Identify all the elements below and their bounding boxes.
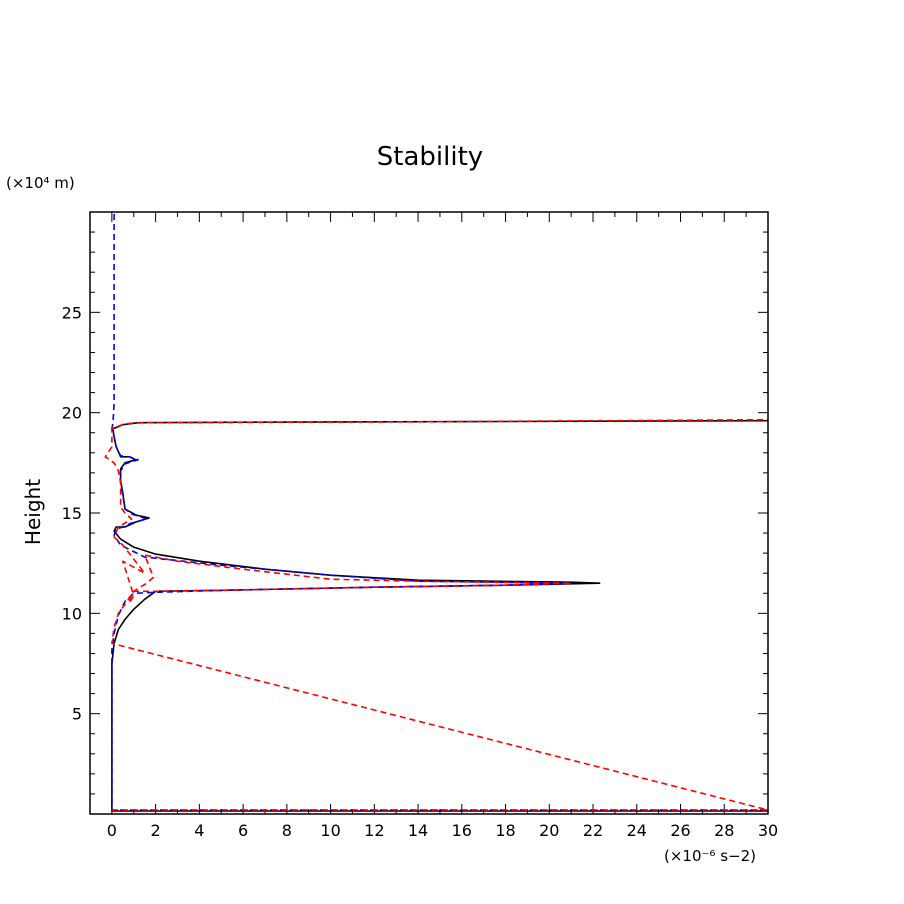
x-tick-label: 12 (364, 821, 384, 840)
x-tick-label: 30 (758, 821, 778, 840)
x-tick-label: 4 (194, 821, 204, 840)
y-tick-label: 10 (62, 604, 82, 623)
x-tick-label: 14 (408, 821, 428, 840)
y-axis-label: Height (21, 479, 45, 545)
x-tick-label: 28 (714, 821, 734, 840)
plot-frame (89, 211, 769, 815)
x-tick-label: 0 (107, 821, 117, 840)
x-tick-label: 16 (452, 821, 472, 840)
x-tick-label: 8 (282, 821, 292, 840)
x-tick-label: 22 (583, 821, 603, 840)
x-tick-label: 18 (495, 821, 515, 840)
x-tick-label: 24 (627, 821, 647, 840)
chart-title: Stability (377, 142, 483, 172)
series-line-2 (104, 418, 769, 811)
y-tick-label: 20 (62, 404, 82, 423)
x-tick-label: 2 (151, 821, 161, 840)
x-tick-label: 6 (238, 821, 248, 840)
y-tick-label: 5 (72, 705, 82, 724)
y-tick-label: 25 (62, 303, 82, 322)
series-line-0 (111, 419, 769, 812)
x-tick-label: 26 (670, 821, 690, 840)
x-tick-label: 20 (539, 821, 559, 840)
y-tick-label: 15 (62, 504, 82, 523)
series-layer (104, 214, 769, 812)
series-line-1 (111, 214, 768, 811)
x-unit-label: (×10⁻⁶ s−2) (664, 847, 756, 865)
y-unit-label: (×10⁴ m) (6, 174, 75, 192)
x-tick-label: 10 (320, 821, 340, 840)
